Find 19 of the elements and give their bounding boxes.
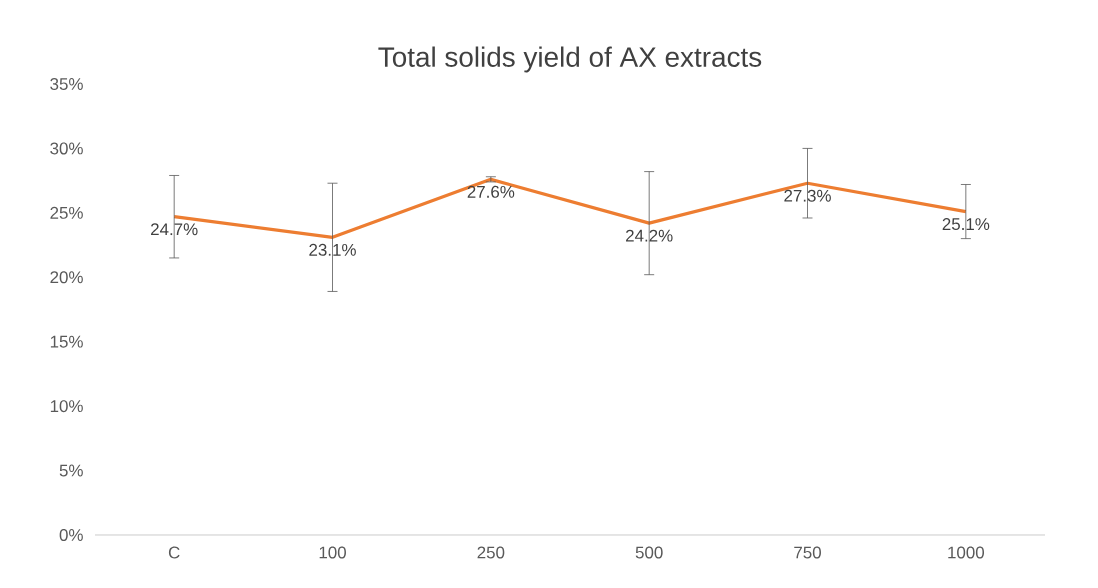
chart-title: Total solids yield of AX extracts bbox=[378, 46, 762, 73]
x-tick-label: 1000 bbox=[948, 546, 985, 559]
y-tick-label: 25% bbox=[50, 206, 83, 219]
y-tick-label: 35% bbox=[50, 77, 83, 90]
data-label: 24.7% bbox=[151, 223, 198, 236]
x-tick-label: 100 bbox=[319, 546, 346, 559]
y-tick-label: 5% bbox=[59, 464, 83, 477]
x-tick-label: C bbox=[168, 546, 180, 559]
y-tick-label: 30% bbox=[50, 142, 83, 155]
y-tick-label: 20% bbox=[50, 271, 83, 284]
x-tick-label: 750 bbox=[794, 546, 821, 559]
data-label: 27.6% bbox=[467, 185, 515, 198]
data-label: 25.1% bbox=[942, 218, 990, 231]
y-tick-label: 0% bbox=[59, 528, 83, 541]
x-tick-label: 250 bbox=[477, 546, 505, 559]
x-tick-label: 500 bbox=[635, 546, 663, 559]
y-tick-label: 10% bbox=[50, 400, 83, 413]
data-label: 24.2% bbox=[626, 229, 673, 242]
y-tick-label: 15% bbox=[50, 335, 83, 348]
